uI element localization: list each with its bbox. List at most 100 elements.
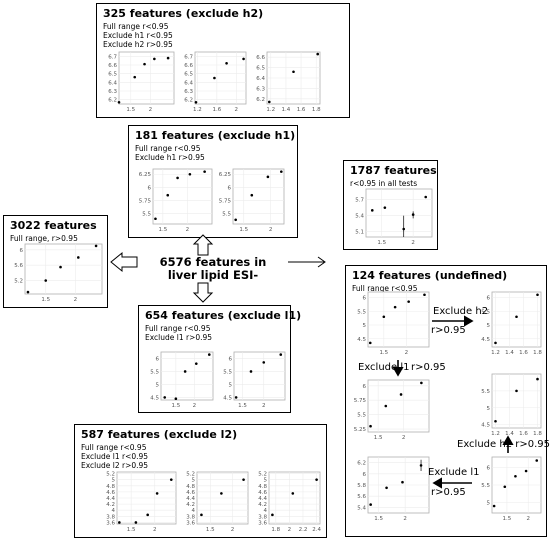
hollow-arrow-down [192,282,214,303]
x-tick-label: 1.5 [379,350,388,356]
y-tick-label: 4 [264,508,268,514]
data-point [494,419,497,423]
data-point [524,469,528,473]
y-tick-label: 6.3 [108,89,117,95]
y-tick-label: 5 [156,382,160,388]
box-line: Exclude h2 r>0.95 [103,40,173,49]
scatter-plot: 4.5 5 5.5 6 1.5 2 [150,351,214,409]
data-point [262,361,266,364]
scatter-plot: 4.5 5 5.5 6 1.5 2 [357,291,430,356]
y-tick-label: 5 [487,406,491,412]
y-tick-label: 6.25 [219,172,232,178]
x-tick-label: 1.4 [505,431,514,437]
y-tick-label: 5.5 [357,413,366,419]
scatter-plot: 5 5.5 6 1.5 2 [481,456,542,522]
y-tick-label: 6.4 [108,80,117,86]
y-tick-label: 5.4 [357,505,366,511]
scatter-plot: 6.2 6.3 6.4 6.5 6.6 6.7 1.2 1.6 2 [184,51,247,113]
data-point [503,485,507,489]
flow-label: r>0.95 [411,362,446,373]
x-tick-label: 1.2 [491,350,500,356]
scatter-plot: 5.5 5.75 6 6.25 1.5 2 [219,168,285,233]
y-tick-label: 5.1 [355,230,364,236]
y-tick-label: 5.25 [354,427,367,433]
scatter-plot: 6.2 6.3 6.4 6.5 6.6 6.7 1.5 2 [108,51,175,113]
scatter-plot: 5.1 5.4 5.7 1.5 2 [355,188,433,246]
flow-label: r>0.95 [431,325,466,336]
box-line: r<0.95 in all tests [350,179,418,188]
y-tick-label: 4.2 [258,502,267,508]
data-point [384,404,388,408]
x-tick-label: 1.5 [126,107,135,113]
plot-frame [367,291,430,348]
y-tick-label: 6.7 [108,54,117,60]
data-point [266,175,270,179]
plot-frame [232,168,285,225]
data-point [370,209,374,212]
data-point [315,478,318,481]
x-tick-label: 2.4 [312,527,321,533]
y-tick-label: 5.75 [219,198,232,204]
data-point [117,100,121,104]
y-tick-label: 4.5 [150,395,159,401]
data-point [166,56,170,60]
x-tick-label: 2 [231,527,235,533]
scatter-plot: 3.63.844.24.44.64.855.2 1.8 2 2.2 2.4 [258,472,321,533]
data-point [134,521,138,524]
x-tick-label: 2 [74,297,78,303]
y-tick-label: 6.6 [108,63,117,69]
data-point [419,464,423,467]
y-tick-label: 6 [148,185,152,191]
data-point [250,193,254,197]
data-point [385,486,388,490]
y-tick-label: 3.8 [258,514,267,520]
plot-frame [160,351,214,401]
x-tick-label: 2 [526,516,530,522]
data-point [207,353,211,356]
data-point [411,213,415,216]
scatter-plot: 4.5 5 5.5 1.2 1.4 1.6 1.8 [481,373,542,437]
y-tick-label: 4.6 [186,490,195,496]
data-point [118,521,121,524]
x-tick-label: 2 [193,403,197,409]
data-point [407,300,410,303]
y-tick-label: 3.6 [186,520,195,526]
data-point [292,70,295,74]
data-point [234,396,238,399]
data-point [176,176,179,180]
y-tick-label: 6 [229,356,233,362]
plot-frame [194,51,247,105]
y-tick-label: 6 [228,185,232,191]
data-point [154,217,157,221]
y-tick-label: 6.7 [184,54,193,60]
x-tick-label: 2 [405,350,409,356]
y-tick-label: 6.5 [108,72,117,78]
x-tick-label: 2 [402,435,406,441]
y-tick-label: 5.6 [14,263,23,269]
data-point [213,76,216,80]
data-point [515,389,518,393]
y-tick-label: 6.5 [184,72,193,78]
data-point [203,170,206,173]
y-tick-label: 6 [487,466,491,472]
box-title: 124 features (undefined) [352,269,508,282]
data-point [225,61,228,65]
y-tick-label: 5.5 [222,212,231,218]
x-tick-label: 1.4 [282,107,291,113]
data-point [536,377,539,381]
data-point [183,370,187,373]
y-tick-label: 6.6 [184,63,193,69]
y-tick-label: 5 [264,478,268,484]
y-tick-label: 5.5 [481,483,490,489]
x-tick-label: 1.6 [212,107,221,113]
data-point [420,381,423,385]
y-tick-label: 6 [363,472,367,478]
data-point [515,315,518,319]
y-tick-label: 6.5 [256,66,265,72]
x-tick-label: 1.8 [533,350,542,356]
data-point [492,504,496,508]
y-tick-label: 4.8 [186,484,195,490]
x-tick-label: 2 [269,227,273,233]
flow-label: r>0.95 [431,487,466,498]
